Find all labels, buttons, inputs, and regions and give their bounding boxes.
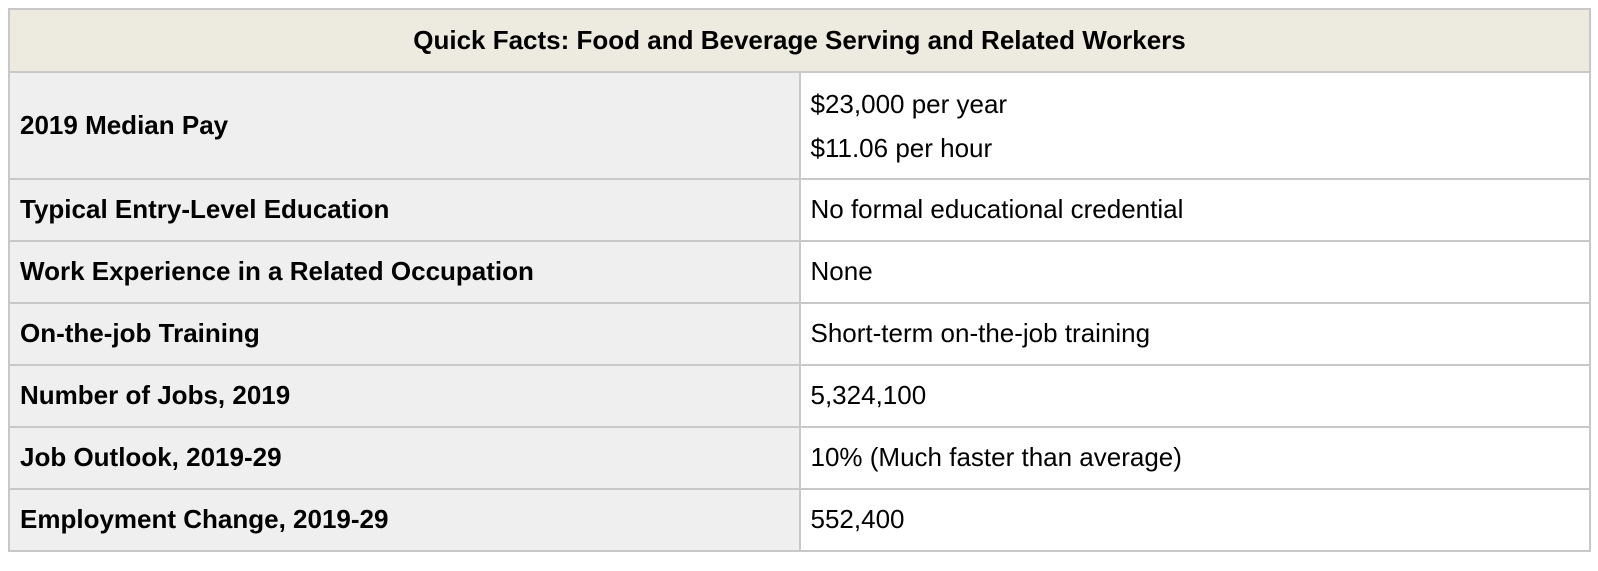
table-row-work-experience: Work Experience in a Related Occupation … — [8, 240, 1591, 304]
table-row-employment-change: Employment Change, 2019-29 552,400 — [8, 488, 1591, 552]
table-row-training: On-the-job Training Short-term on-the-jo… — [8, 302, 1591, 366]
median-pay-hourly: $11.06 per hour — [810, 132, 993, 163]
table-row-median-pay: 2019 Median Pay $23,000 per year $11.06 … — [8, 71, 1591, 180]
table-row-entry-education: Typical Entry-Level Education No formal … — [8, 178, 1591, 242]
row-label: Job Outlook, 2019-29 — [8, 426, 801, 490]
row-label: Typical Entry-Level Education — [8, 178, 801, 242]
row-value: 552,400 — [798, 488, 1591, 552]
row-value: $23,000 per year $11.06 per hour — [798, 71, 1591, 180]
row-label: 2019 Median Pay — [8, 71, 801, 180]
table-row-job-outlook: Job Outlook, 2019-29 10% (Much faster th… — [8, 426, 1591, 490]
table-caption: Quick Facts: Food and Beverage Serving a… — [8, 8, 1591, 73]
table-caption-row: Quick Facts: Food and Beverage Serving a… — [8, 8, 1591, 73]
row-value: No formal educational credential — [798, 178, 1591, 242]
row-value: 5,324,100 — [798, 364, 1591, 428]
row-value: None — [798, 240, 1591, 304]
row-value: 10% (Much faster than average) — [798, 426, 1591, 490]
row-label: Employment Change, 2019-29 — [8, 488, 801, 552]
median-pay-yearly: $23,000 per year — [810, 88, 1008, 119]
row-label: Number of Jobs, 2019 — [8, 364, 801, 428]
row-label: Work Experience in a Related Occupation — [8, 240, 801, 304]
row-label: On-the-job Training — [8, 302, 801, 366]
quick-facts-table: Quick Facts: Food and Beverage Serving a… — [8, 8, 1591, 552]
row-value: Short-term on-the-job training — [798, 302, 1591, 366]
table-row-number-of-jobs: Number of Jobs, 2019 5,324,100 — [8, 364, 1591, 428]
